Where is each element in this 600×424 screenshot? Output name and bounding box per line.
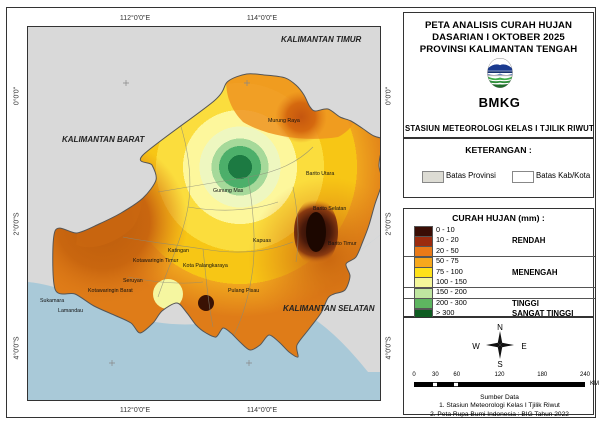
svg-text:Kotawaringin Barat: Kotawaringin Barat (88, 288, 133, 294)
svg-text:Kapuas: Kapuas (253, 238, 271, 244)
svg-text:Sukamara: Sukamara (40, 298, 64, 304)
svg-text:Murung Raya: Murung Raya (268, 118, 300, 124)
svg-text:N: N (497, 323, 503, 332)
svg-text:Pulang Pisau: Pulang Pisau (228, 288, 259, 294)
svg-text:E: E (521, 342, 526, 351)
svg-text:S: S (497, 360, 502, 368)
svg-text:Kota Palangkaraya: Kota Palangkaraya (183, 263, 228, 269)
svg-text:KALIMANTAN SELATAN: KALIMANTAN SELATAN (283, 304, 375, 313)
svg-text:KALIMANTAN TIMUR: KALIMANTAN TIMUR (281, 35, 362, 44)
svg-text:Barito Selatan: Barito Selatan (313, 206, 346, 212)
svg-text:Barito Timur: Barito Timur (328, 241, 357, 247)
svg-text:W: W (472, 342, 480, 351)
svg-text:Lamandau: Lamandau (58, 308, 83, 314)
svg-text:Katingan: Katingan (168, 248, 189, 254)
svg-text:Seruyan: Seruyan (123, 278, 143, 284)
svg-text:Gunung Mas: Gunung Mas (213, 188, 244, 194)
svg-text:Barito Utara: Barito Utara (306, 171, 334, 177)
svg-text:KALIMANTAN BARAT: KALIMANTAN BARAT (62, 135, 145, 144)
svg-text:Kotawaringin Timur: Kotawaringin Timur (133, 258, 179, 264)
